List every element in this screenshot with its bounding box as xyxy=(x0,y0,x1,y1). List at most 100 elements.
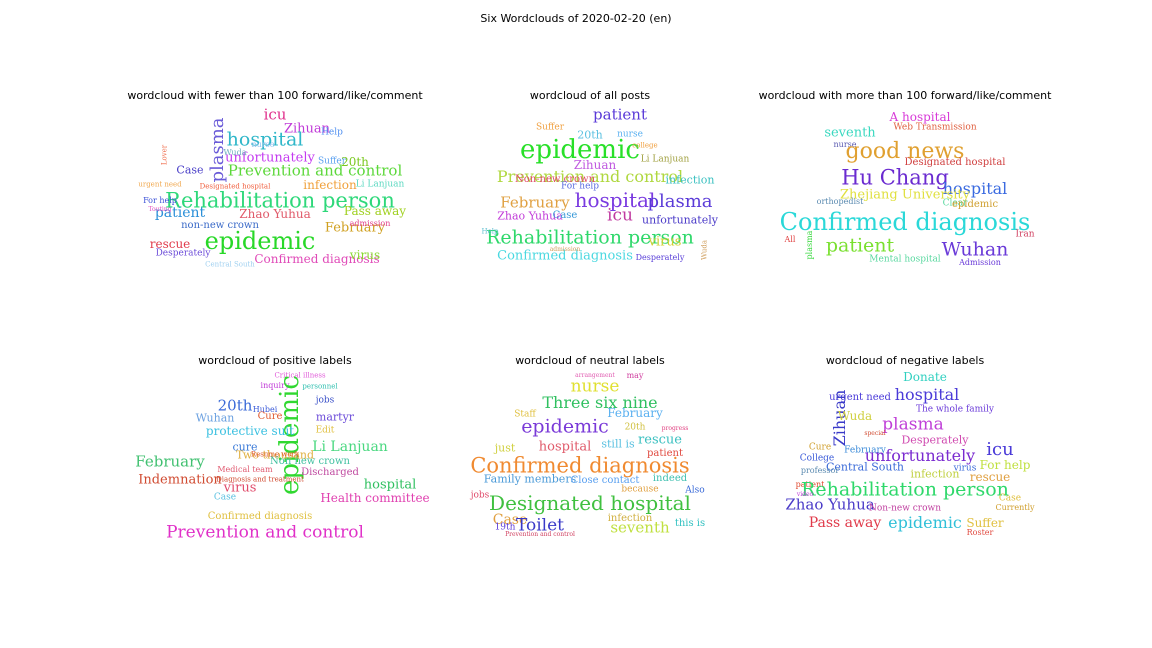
word: protective suit xyxy=(205,424,295,438)
word: Li Lanjuan xyxy=(355,179,405,190)
word: 20th xyxy=(577,128,603,142)
word: Confirmed diagnosis xyxy=(254,252,380,266)
word: icu xyxy=(263,105,287,124)
word: Central South xyxy=(825,460,905,474)
word: epidemic xyxy=(951,199,999,210)
word: just xyxy=(494,441,516,455)
word: patient xyxy=(647,448,683,459)
word: Case xyxy=(213,492,237,503)
word: good news xyxy=(845,139,965,164)
word: Li Lanjuan xyxy=(640,154,690,165)
word: patient xyxy=(825,234,895,257)
word: Roster xyxy=(966,528,994,537)
word: Resume work xyxy=(250,450,300,459)
word: Designated hospital xyxy=(904,157,1006,168)
word: College xyxy=(799,453,835,464)
word: orthopedist xyxy=(816,197,864,206)
wordcloud-title-2: wordcloud of all posts xyxy=(529,89,651,102)
word: epidemic xyxy=(521,415,609,438)
word: February xyxy=(324,220,386,236)
word: plasma xyxy=(882,414,944,435)
word: video xyxy=(796,491,814,498)
word: February xyxy=(500,193,570,212)
word: Pass away xyxy=(808,515,882,531)
word: infection xyxy=(303,178,357,192)
word: Staff xyxy=(514,409,536,420)
word: Desperately xyxy=(155,248,211,259)
word: Currently xyxy=(995,503,1035,512)
word: Zhejiang University xyxy=(840,187,970,203)
word: Edit xyxy=(315,425,335,436)
word: urgent need xyxy=(138,180,182,189)
word: Zhao Yuhua xyxy=(785,495,875,514)
word: patient xyxy=(795,480,825,489)
word: Central South xyxy=(205,260,255,269)
word: Desperately xyxy=(901,433,969,447)
word: college xyxy=(632,141,658,150)
word: Zhao Yuhua xyxy=(239,207,311,221)
word: Cure xyxy=(808,442,832,453)
word: patient xyxy=(154,205,206,221)
word: jobs xyxy=(470,490,490,501)
word: nurse xyxy=(617,129,643,140)
word: Family members xyxy=(483,472,577,486)
word: virus xyxy=(648,234,682,250)
word: hospital xyxy=(363,477,417,493)
word: The whole family xyxy=(915,404,995,415)
word: plasma xyxy=(647,191,713,212)
word: 19th xyxy=(494,522,516,533)
word: Case xyxy=(492,512,528,528)
word: Prevention and control xyxy=(227,161,403,180)
word: Non-new crown xyxy=(514,174,596,185)
word: indeed xyxy=(652,473,688,484)
word: hospital xyxy=(538,439,592,455)
word: Two thousand xyxy=(235,448,315,462)
word: Three six nine xyxy=(542,393,658,412)
wordcloud-title-4: wordcloud of positive labels xyxy=(198,354,352,367)
word: Iran xyxy=(1015,229,1035,240)
word: Wuda xyxy=(223,148,247,157)
word: admission xyxy=(549,246,581,253)
word: Suffer xyxy=(536,122,564,133)
word: February xyxy=(607,406,663,420)
word: Wuda xyxy=(837,409,873,423)
word: Hubei xyxy=(252,405,278,414)
word: cure xyxy=(232,440,258,454)
word: Clear xyxy=(942,198,968,209)
word: Donate xyxy=(903,370,947,384)
word: Hu Chang xyxy=(841,165,949,190)
word: Non new crown xyxy=(270,456,350,467)
word: Health committee xyxy=(320,491,430,505)
wordcloud-title-5: wordcloud of neutral labels xyxy=(515,354,665,367)
word: Rehabilitation person xyxy=(801,478,1009,501)
word: For help xyxy=(143,196,177,205)
word: virus xyxy=(953,463,977,474)
word: admission xyxy=(349,219,391,228)
word: Case xyxy=(998,493,1022,504)
word: rescue xyxy=(969,470,1011,484)
word: Indemnation xyxy=(138,472,222,488)
word: personnel xyxy=(302,382,338,391)
word: Web Transmission xyxy=(893,122,977,133)
word: Zihuan xyxy=(573,158,617,172)
word: unfortunately xyxy=(642,213,718,227)
word: seventh xyxy=(610,518,670,537)
word: For help xyxy=(560,181,600,192)
word: Pass away xyxy=(343,204,407,218)
word: Desperately xyxy=(635,253,685,262)
word: Wuda xyxy=(700,239,709,261)
wordcloud-title-6: wordcloud of negative labels xyxy=(825,354,985,367)
wordcloud-title-3: wordcloud with more than 100 forward/lik… xyxy=(758,89,1052,102)
word: Prevention and control xyxy=(166,522,364,543)
word: Rehabilitation person xyxy=(165,188,395,213)
word: Help xyxy=(321,127,343,138)
word: Wuhan xyxy=(941,238,1009,261)
word: Discharged xyxy=(301,467,359,478)
word: epidemic xyxy=(520,135,640,165)
word: A hospital xyxy=(889,110,951,124)
word: epidemic xyxy=(888,513,962,532)
word: may xyxy=(626,371,644,380)
word: nurse xyxy=(570,376,620,397)
word: Li Lanjuan xyxy=(312,439,388,455)
word: still is xyxy=(601,437,635,451)
